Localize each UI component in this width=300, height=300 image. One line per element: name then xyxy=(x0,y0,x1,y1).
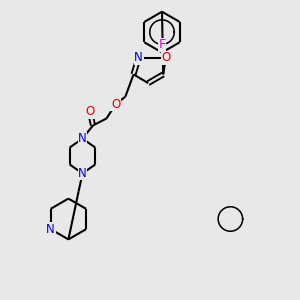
Text: N: N xyxy=(78,167,87,180)
Text: N: N xyxy=(78,132,87,145)
Text: N: N xyxy=(46,223,55,236)
Text: O: O xyxy=(85,105,94,119)
Text: F: F xyxy=(158,38,166,52)
Text: O: O xyxy=(161,51,170,64)
Text: O: O xyxy=(111,98,120,111)
Text: N: N xyxy=(134,51,143,64)
